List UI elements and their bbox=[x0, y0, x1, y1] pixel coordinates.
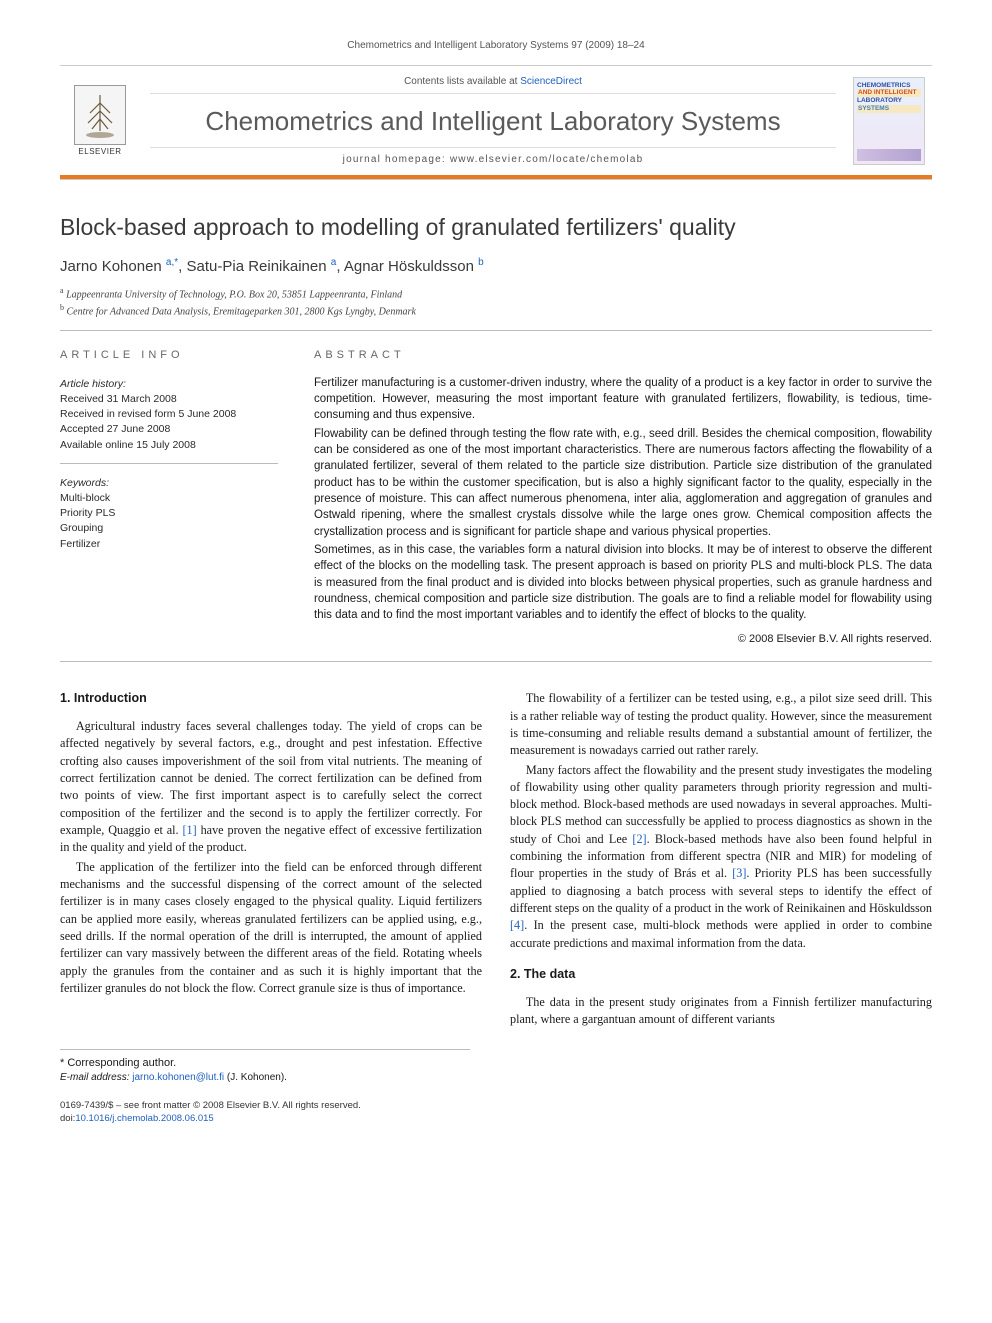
doi-link[interactable]: 10.1016/j.chemolab.2008.06.015 bbox=[75, 1113, 213, 1124]
author-3-marks: b bbox=[478, 257, 484, 268]
masthead: ELSEVIER Contents lists available at Sci… bbox=[60, 65, 932, 180]
sciencedirect-link[interactable]: ScienceDirect bbox=[520, 76, 582, 87]
ref-2[interactable]: [2] bbox=[632, 832, 646, 846]
article-title: Block-based approach to modelling of gra… bbox=[60, 214, 932, 241]
article-body: 1. Introduction Agricultural industry fa… bbox=[60, 690, 932, 1028]
intro-p4: Many factors affect the flowability and … bbox=[510, 762, 932, 953]
intro-p2: The application of the fertilizer into t… bbox=[60, 859, 482, 998]
cover-line-3: LABORATORY bbox=[857, 97, 921, 105]
keywords-head: Keywords: bbox=[60, 476, 278, 491]
running-header: Chemometrics and Intelligent Laboratory … bbox=[60, 40, 932, 51]
corr-email-tail: (J. Kohonen). bbox=[224, 1072, 287, 1083]
article-info: ARTICLE INFO Article history: Received 3… bbox=[60, 349, 278, 648]
ref-4[interactable]: [4] bbox=[510, 918, 524, 932]
data-p1: The data in the present study originates… bbox=[510, 994, 932, 1029]
abstract: ABSTRACT Fertilizer manufacturing is a c… bbox=[314, 349, 932, 648]
affiliations: a Lappeenranta University of Technology,… bbox=[60, 285, 932, 320]
abstract-p2: Flowability can be defined through testi… bbox=[314, 426, 932, 540]
author-list: Jarno Kohonen a,*, Satu-Pia Reinikainen … bbox=[60, 257, 932, 275]
history-head: Article history: bbox=[60, 378, 126, 390]
intro-p1-a: Agricultural industry faces several chal… bbox=[60, 719, 482, 837]
history-online: Available online 15 July 2008 bbox=[60, 439, 196, 451]
journal-cover-thumb: CHEMOMETRICS AND INTELLIGENT LABORATORY … bbox=[846, 66, 932, 175]
publisher-name: ELSEVIER bbox=[78, 147, 121, 156]
cover-line-2: AND INTELLIGENT bbox=[857, 89, 921, 97]
ref-3[interactable]: [3] bbox=[732, 866, 746, 880]
author-3: Agnar Höskuldsson bbox=[344, 258, 474, 275]
keyword-4: Fertilizer bbox=[60, 538, 100, 550]
affiliation-a: Lappeenranta University of Technology, P… bbox=[66, 289, 402, 300]
divider bbox=[60, 330, 932, 331]
history-accepted: Accepted 27 June 2008 bbox=[60, 423, 170, 435]
author-1-marks: a,* bbox=[166, 257, 178, 268]
publisher-logo: ELSEVIER bbox=[60, 66, 140, 175]
doi-prefix: doi: bbox=[60, 1113, 75, 1124]
keyword-2: Priority PLS bbox=[60, 507, 115, 519]
contents-prefix: Contents lists available at bbox=[404, 76, 520, 87]
corr-email[interactable]: jarno.kohonen@lut.fi bbox=[132, 1072, 224, 1083]
history-revised: Received in revised form 5 June 2008 bbox=[60, 408, 236, 420]
contents-available: Contents lists available at ScienceDirec… bbox=[150, 72, 836, 94]
abstract-p1: Fertilizer manufacturing is a customer-d… bbox=[314, 375, 932, 424]
abstract-label: ABSTRACT bbox=[314, 349, 932, 361]
cover-line-1: CHEMOMETRICS bbox=[857, 82, 921, 90]
front-matter-line: 0169-7439/$ – see front matter © 2008 El… bbox=[60, 1099, 932, 1112]
keyword-3: Grouping bbox=[60, 522, 103, 534]
page-footer: 0169-7439/$ – see front matter © 2008 El… bbox=[60, 1099, 932, 1126]
email-label: E-mail address: bbox=[60, 1072, 129, 1083]
abstract-copyright: © 2008 Elsevier B.V. All rights reserved… bbox=[314, 632, 932, 648]
history-received: Received 31 March 2008 bbox=[60, 393, 177, 405]
keyword-1: Multi-block bbox=[60, 492, 110, 504]
elsevier-tree-icon bbox=[74, 85, 126, 145]
journal-name: Chemometrics and Intelligent Laboratory … bbox=[140, 106, 846, 137]
affiliation-b: Centre for Advanced Data Analysis, Eremi… bbox=[67, 307, 416, 318]
abstract-p3: Sometimes, as in this case, the variable… bbox=[314, 542, 932, 624]
intro-p4-d: . In the present case, multi-block metho… bbox=[510, 918, 932, 949]
cover-line-4: SYSTEMS bbox=[857, 105, 921, 113]
ref-1[interactable]: [1] bbox=[182, 823, 196, 837]
article-info-label: ARTICLE INFO bbox=[60, 349, 278, 361]
intro-p1: Agricultural industry faces several chal… bbox=[60, 718, 482, 857]
author-2: Satu-Pia Reinikainen bbox=[187, 258, 327, 275]
journal-homepage: journal homepage: www.elsevier.com/locat… bbox=[150, 147, 836, 165]
corresponding-author-footer: * Corresponding author. E-mail address: … bbox=[60, 1049, 470, 1085]
intro-p3: The flowability of a fertilizer can be t… bbox=[510, 690, 932, 759]
section-intro-head: 1. Introduction bbox=[60, 690, 482, 708]
author-1: Jarno Kohonen bbox=[60, 258, 162, 275]
author-2-marks: a bbox=[331, 257, 337, 268]
corr-label: * Corresponding author. bbox=[60, 1057, 176, 1069]
section-data-head: 2. The data bbox=[510, 966, 932, 984]
